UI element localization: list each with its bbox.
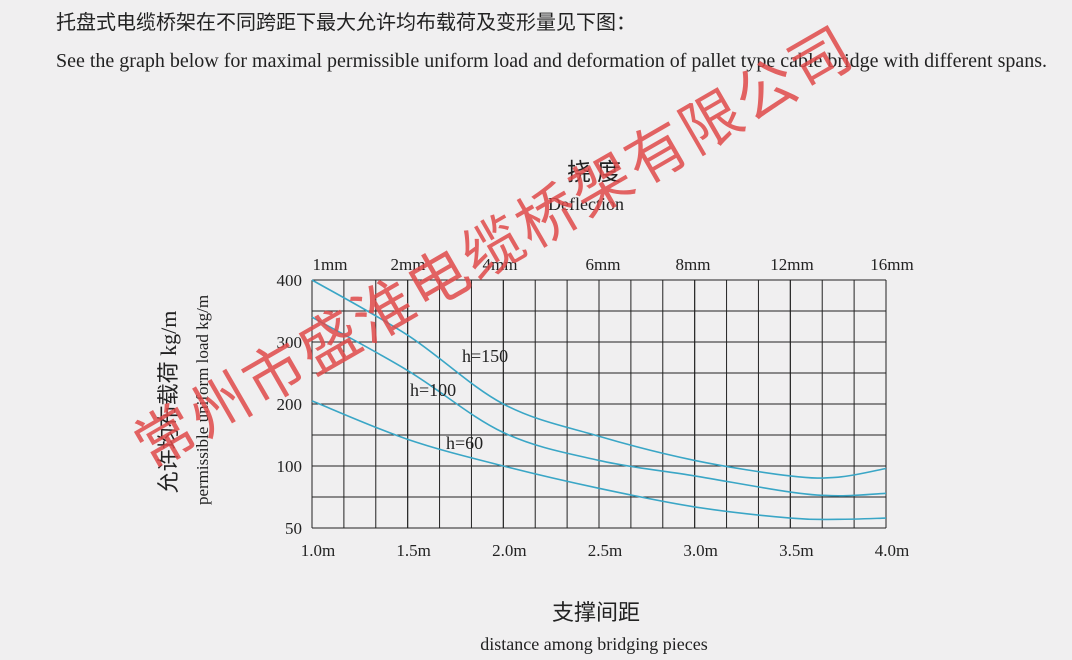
series-label: h=100 [410,380,456,400]
y-tick-label: 100 [277,457,303,476]
y-title-en: permissible uniform load kg/m [193,295,212,505]
x-tick-label: 3.5m [779,541,813,560]
series-line [311,400,887,521]
chart-title: 挠 度 [567,159,621,186]
x-tick-label: 2.0m [492,541,526,560]
intro-en: See the graph below for maximal permissi… [56,50,1048,72]
x-tick-label: 1.5m [396,541,430,560]
top-label: 16mm [870,255,913,274]
top-label: 4mm [483,255,518,274]
top-label: 2mm [391,255,426,274]
series-label: h=60 [446,433,483,453]
watermark: 常州市盛淮电缆桥架有限公司 [124,15,866,482]
plot: 50 100 200 300 400 1.0m 1.5m 2.0m 2.5m 3.0m 3.5m 4.… [277,255,914,560]
series-label: h=150 [462,346,508,366]
x-tick-label: 2.5m [588,541,622,560]
top-label: 1mm [313,255,348,274]
x-tick-label: 4.0m [875,541,909,560]
chart-subtitle: Deflection [548,194,624,214]
x-tick-label: 1.0m [301,541,335,560]
top-label: 6mm [586,255,621,274]
series-line [311,316,887,497]
intro-zh: 托盘式电缆桥架在不同跨距下最大允许均布载荷及变形量见下图： [56,12,636,34]
y-title-zh: 允许均布载荷 kg/m [156,311,181,494]
y-tick-label: 50 [285,519,302,538]
y-tick-label: 300 [277,333,303,352]
y-tick-label: 400 [277,271,303,290]
y-tick-label: 200 [277,395,303,414]
x-tick-label: 3.0m [683,541,717,560]
top-label: 8mm [676,255,711,274]
x-title-en: distance among bridging pieces [480,634,707,654]
series-line [311,279,887,479]
x-title-zh: 支撑间距 [552,600,640,625]
top-label: 12mm [770,255,813,274]
